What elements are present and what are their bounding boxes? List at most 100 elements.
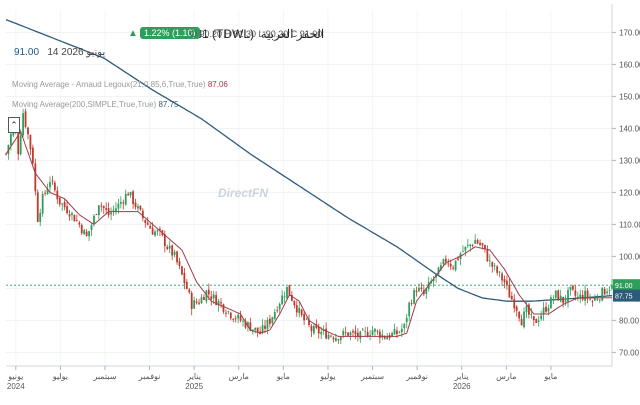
candle-body <box>90 224 93 231</box>
candle-body <box>481 243 484 246</box>
candle-body <box>168 245 171 249</box>
candle-body <box>317 327 320 334</box>
candle-body <box>523 311 525 328</box>
candle-body <box>254 327 257 331</box>
candle-body <box>593 298 596 301</box>
candle-body <box>290 295 293 301</box>
candle-body <box>146 222 149 225</box>
alma-legend[interactable]: Moving Average - Arnaud Legoux(21,0.85,6… <box>12 80 228 89</box>
candle-body <box>110 212 112 215</box>
candle-body <box>320 331 323 335</box>
candle-body <box>540 315 543 320</box>
candle-body <box>31 147 34 164</box>
candle-body <box>132 191 134 205</box>
candle-body <box>200 297 203 304</box>
candle-body <box>93 215 95 225</box>
candle-body <box>503 279 506 283</box>
candle-body <box>315 324 318 328</box>
change-badge: 1.22% (1.10) <box>140 27 200 39</box>
candle-body <box>188 289 191 293</box>
candle-body <box>347 332 349 336</box>
candle-body <box>466 244 469 246</box>
candle-body <box>337 339 340 341</box>
collapse-legend-button[interactable]: ⌃ <box>8 117 20 133</box>
candle-body <box>444 258 447 262</box>
candle-body <box>85 231 88 236</box>
candle-body <box>550 297 552 309</box>
candle-body <box>332 337 335 340</box>
candle-body <box>454 260 457 271</box>
candle-body <box>398 331 401 333</box>
candle-body <box>564 300 567 303</box>
candle-body <box>339 336 342 341</box>
y-tick-label: 170.00 <box>619 28 640 37</box>
candle-body <box>535 319 538 323</box>
candle-body <box>486 249 489 262</box>
candle-body <box>281 295 284 305</box>
candle-body <box>308 319 310 326</box>
x-tick-label: مارس <box>496 372 516 381</box>
candle-body <box>410 303 413 304</box>
candle-body <box>46 188 49 195</box>
candle-body <box>479 242 481 245</box>
candle-body <box>559 295 562 302</box>
sma-legend[interactable]: Moving Average(200,SIMPLE,True,True) 87.… <box>12 100 178 109</box>
candle-body <box>102 206 105 209</box>
candle-body <box>49 181 51 188</box>
candle-body <box>359 331 362 339</box>
candle-body <box>591 300 594 302</box>
x-tick-label: يوليو <box>319 372 335 381</box>
candle-body <box>112 209 115 211</box>
candle-body <box>598 299 601 301</box>
last-price-badge-text: 91.00 <box>615 283 633 290</box>
alma-legend-value: 87.06 <box>207 80 228 89</box>
candle-body <box>137 206 139 209</box>
candle-body <box>584 290 587 301</box>
candle-body <box>173 251 176 256</box>
candle-body <box>342 330 345 336</box>
candle-body <box>440 265 442 270</box>
candle-body <box>586 290 589 298</box>
candle-body <box>139 205 142 210</box>
candle-body <box>554 290 557 298</box>
candle-body <box>220 302 222 304</box>
candle-body <box>195 301 198 303</box>
candle-body <box>378 331 381 338</box>
sma-200-series <box>5 19 613 302</box>
candle-body <box>68 214 71 217</box>
candle-body <box>17 128 20 155</box>
y-tick-label: 150.00 <box>619 92 640 101</box>
candle-body <box>288 284 291 296</box>
x-tick-label: يونيو <box>7 372 23 381</box>
candle-body <box>442 259 445 265</box>
candle-body <box>51 180 54 182</box>
x-tick-label: يناير <box>454 372 469 381</box>
candle-body <box>9 133 12 146</box>
candle-body <box>122 202 125 204</box>
candle-body <box>300 309 303 316</box>
candle-body <box>178 261 181 266</box>
candle-body <box>579 294 582 299</box>
candle-body <box>449 263 452 267</box>
candle-body <box>80 225 83 234</box>
candle-body <box>513 299 516 309</box>
candle-body <box>408 302 411 317</box>
candle-body <box>330 335 332 337</box>
x-tick-label: سبتمبر <box>360 372 384 381</box>
candle-body <box>520 319 523 326</box>
x-tick-label: سبتمبر <box>92 372 116 381</box>
candle-body <box>56 190 59 200</box>
candle-body <box>557 290 560 301</box>
candle-body <box>369 335 371 336</box>
candle-body <box>496 266 499 273</box>
candle-body <box>484 244 486 249</box>
candle-body <box>256 327 259 333</box>
candle-body <box>518 311 521 319</box>
candle-body <box>469 244 472 247</box>
candle-body <box>88 231 90 237</box>
candle-body <box>574 290 577 296</box>
candle-body <box>437 267 440 275</box>
candle-body <box>400 328 403 333</box>
